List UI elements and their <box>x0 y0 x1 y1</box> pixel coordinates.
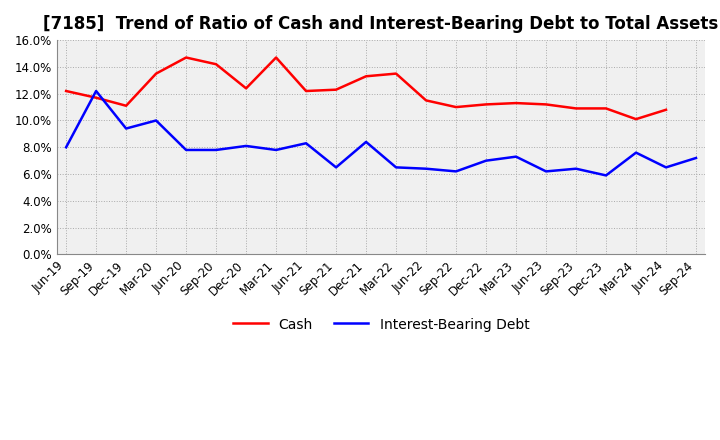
Interest-Bearing Debt <box>332 165 341 170</box>
Interest-Bearing Debt <box>512 154 521 159</box>
Cash <box>422 98 431 103</box>
Cash <box>271 55 280 60</box>
Cash <box>541 102 550 107</box>
Cash <box>181 55 190 60</box>
Cash <box>332 87 341 92</box>
Interest-Bearing Debt <box>692 155 701 161</box>
Interest-Bearing Debt <box>482 158 490 163</box>
Interest-Bearing Debt <box>541 169 550 174</box>
Cash <box>662 107 670 112</box>
Interest-Bearing Debt <box>212 147 220 153</box>
Cash <box>482 102 490 107</box>
Interest-Bearing Debt <box>422 166 431 171</box>
Interest-Bearing Debt <box>602 173 611 178</box>
Interest-Bearing Debt <box>181 147 190 153</box>
Interest-Bearing Debt <box>631 150 640 155</box>
Cash <box>212 62 220 67</box>
Interest-Bearing Debt <box>91 88 100 94</box>
Interest-Bearing Debt <box>451 169 460 174</box>
Title: [7185]  Trend of Ratio of Cash and Interest-Bearing Debt to Total Assets: [7185] Trend of Ratio of Cash and Intere… <box>43 15 719 33</box>
Line: Cash: Cash <box>66 58 666 119</box>
Cash <box>361 73 370 79</box>
Cash <box>602 106 611 111</box>
Interest-Bearing Debt <box>242 143 251 149</box>
Cash <box>122 103 130 108</box>
Line: Interest-Bearing Debt: Interest-Bearing Debt <box>66 91 696 176</box>
Cash <box>302 88 310 94</box>
Interest-Bearing Debt <box>392 165 400 170</box>
Interest-Bearing Debt <box>662 165 670 170</box>
Interest-Bearing Debt <box>572 166 580 171</box>
Interest-Bearing Debt <box>271 147 280 153</box>
Interest-Bearing Debt <box>302 141 310 146</box>
Cash <box>512 100 521 106</box>
Cash <box>572 106 580 111</box>
Cash <box>451 104 460 110</box>
Interest-Bearing Debt <box>122 126 130 131</box>
Legend: Cash, Interest-Bearing Debt: Cash, Interest-Bearing Debt <box>228 312 535 337</box>
Cash <box>242 86 251 91</box>
Cash <box>631 117 640 122</box>
Interest-Bearing Debt <box>361 139 370 145</box>
Cash <box>392 71 400 76</box>
Cash <box>91 95 100 100</box>
Interest-Bearing Debt <box>62 145 71 150</box>
Interest-Bearing Debt <box>152 118 161 123</box>
Cash <box>62 88 71 94</box>
Cash <box>152 71 161 76</box>
